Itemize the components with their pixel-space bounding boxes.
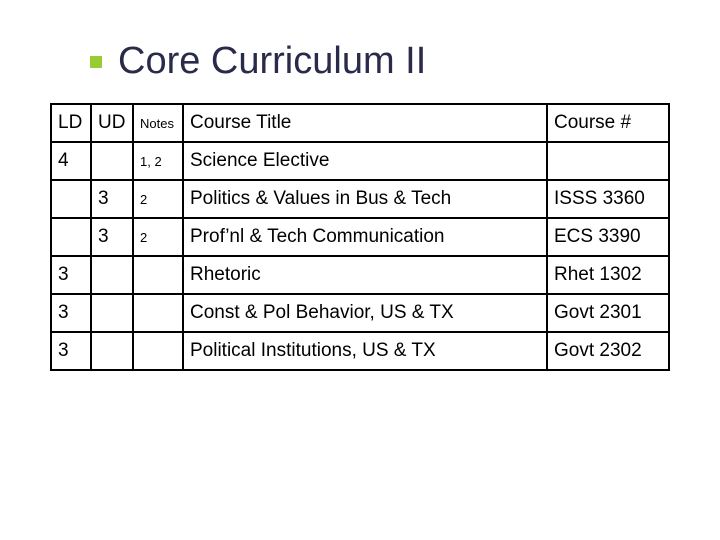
cell-num: ISSS 3360 — [547, 180, 669, 218]
table-row: 3 Political Institutions, US & TX Govt 2… — [51, 332, 669, 370]
col-header-num: Course # — [547, 104, 669, 142]
table-row: 3 Const & Pol Behavior, US & TX Govt 230… — [51, 294, 669, 332]
cell-ud — [91, 294, 133, 332]
col-header-ld: LD — [51, 104, 91, 142]
slide: Core Curriculum II LD UD Notes Course Ti… — [0, 0, 720, 540]
cell-ld — [51, 180, 91, 218]
cell-notes: 2 — [133, 180, 183, 218]
cell-notes: 1, 2 — [133, 142, 183, 180]
cell-num: Govt 2302 — [547, 332, 669, 370]
cell-notes: 2 — [133, 218, 183, 256]
col-header-notes: Notes — [133, 104, 183, 142]
cell-ld: 4 — [51, 142, 91, 180]
cell-ld: 3 — [51, 332, 91, 370]
cell-title: Rhetoric — [183, 256, 547, 294]
cell-ud — [91, 256, 133, 294]
table-header-row: LD UD Notes Course Title Course # — [51, 104, 669, 142]
cell-ud: 3 — [91, 218, 133, 256]
cell-num — [547, 142, 669, 180]
bullet-icon — [90, 56, 102, 68]
slide-title: Core Curriculum II — [118, 40, 426, 83]
table-row: 3 2 Politics & Values in Bus & Tech ISSS… — [51, 180, 669, 218]
cell-ld: 3 — [51, 256, 91, 294]
cell-title: Science Elective — [183, 142, 547, 180]
cell-title: Political Institutions, US & TX — [183, 332, 547, 370]
cell-ld: 3 — [51, 294, 91, 332]
table-row: 3 2 Prof’nl & Tech Communication ECS 339… — [51, 218, 669, 256]
cell-notes — [133, 256, 183, 294]
cell-notes — [133, 332, 183, 370]
curriculum-table: LD UD Notes Course Title Course # 4 1, 2… — [50, 103, 670, 371]
cell-num: ECS 3390 — [547, 218, 669, 256]
col-header-ud: UD — [91, 104, 133, 142]
cell-num: Rhet 1302 — [547, 256, 669, 294]
cell-notes — [133, 294, 183, 332]
cell-ld — [51, 218, 91, 256]
cell-ud: 3 — [91, 180, 133, 218]
col-header-title: Course Title — [183, 104, 547, 142]
cell-num: Govt 2301 — [547, 294, 669, 332]
table-row: 3 Rhetoric Rhet 1302 — [51, 256, 669, 294]
cell-title: Prof’nl & Tech Communication — [183, 218, 547, 256]
cell-ud — [91, 332, 133, 370]
cell-title: Const & Pol Behavior, US & TX — [183, 294, 547, 332]
title-row: Core Curriculum II — [90, 40, 670, 83]
cell-title: Politics & Values in Bus & Tech — [183, 180, 547, 218]
table-row: 4 1, 2 Science Elective — [51, 142, 669, 180]
cell-ud — [91, 142, 133, 180]
